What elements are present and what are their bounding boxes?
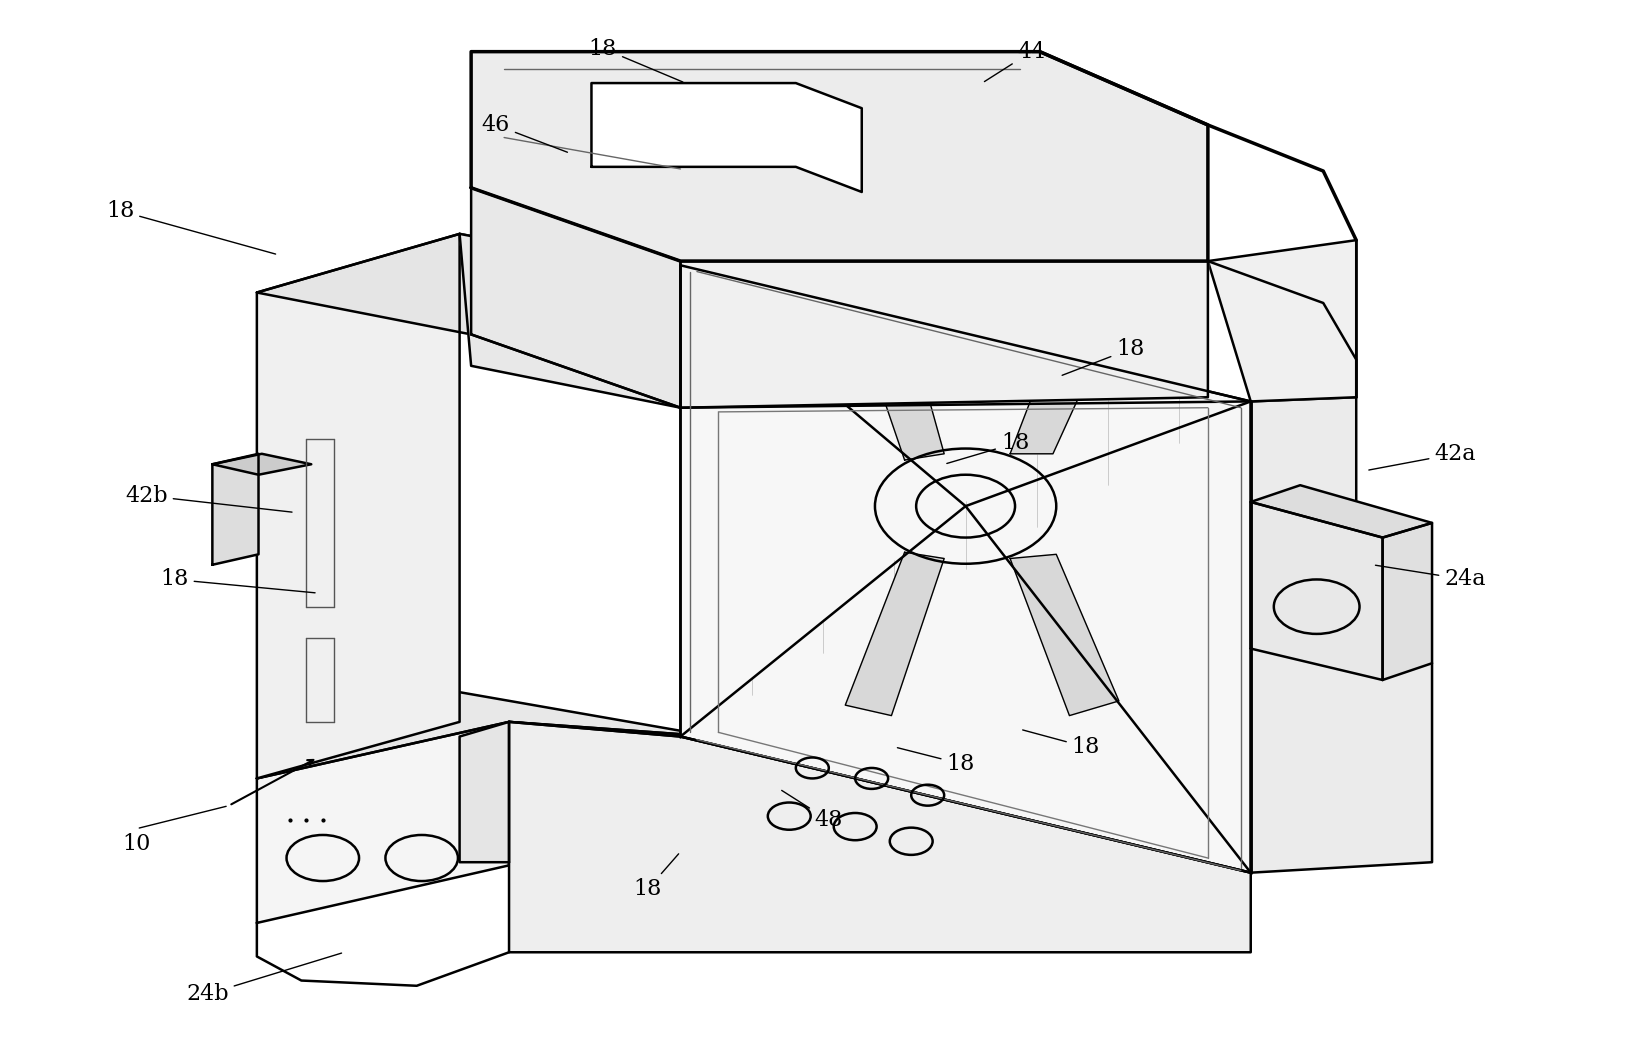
Polygon shape (1010, 554, 1119, 716)
Polygon shape (509, 722, 713, 873)
Text: 24a: 24a (1375, 565, 1486, 590)
Text: 18: 18 (106, 200, 276, 254)
Text: 46: 46 (482, 114, 568, 152)
Text: 24b: 24b (187, 953, 342, 1005)
Polygon shape (258, 234, 680, 334)
Text: 18: 18 (634, 854, 679, 901)
Polygon shape (591, 83, 862, 192)
Polygon shape (1251, 502, 1382, 680)
Polygon shape (459, 722, 509, 862)
Polygon shape (258, 722, 509, 923)
Text: 18: 18 (589, 38, 684, 82)
Text: 44: 44 (984, 41, 1045, 82)
Text: 18: 18 (160, 568, 315, 593)
Text: 48: 48 (781, 791, 844, 832)
Polygon shape (680, 261, 1209, 407)
Polygon shape (213, 454, 259, 565)
Polygon shape (1010, 282, 1126, 454)
Polygon shape (459, 234, 680, 407)
Polygon shape (1382, 523, 1431, 680)
Text: 10: 10 (122, 834, 150, 856)
Text: 18: 18 (898, 748, 974, 775)
Polygon shape (1251, 485, 1431, 538)
Polygon shape (845, 276, 944, 460)
Text: 42b: 42b (125, 485, 292, 512)
Polygon shape (258, 691, 713, 778)
Polygon shape (1251, 397, 1431, 873)
Polygon shape (471, 188, 680, 407)
Text: 18: 18 (1062, 338, 1144, 375)
Polygon shape (1209, 240, 1355, 401)
Polygon shape (509, 722, 1251, 952)
Text: 42a: 42a (1369, 443, 1476, 470)
Polygon shape (258, 234, 459, 778)
Text: 18: 18 (946, 433, 1029, 463)
Polygon shape (471, 51, 1209, 261)
Polygon shape (845, 552, 944, 716)
Polygon shape (680, 266, 1251, 873)
Text: 18: 18 (1022, 730, 1100, 758)
Polygon shape (213, 454, 312, 475)
